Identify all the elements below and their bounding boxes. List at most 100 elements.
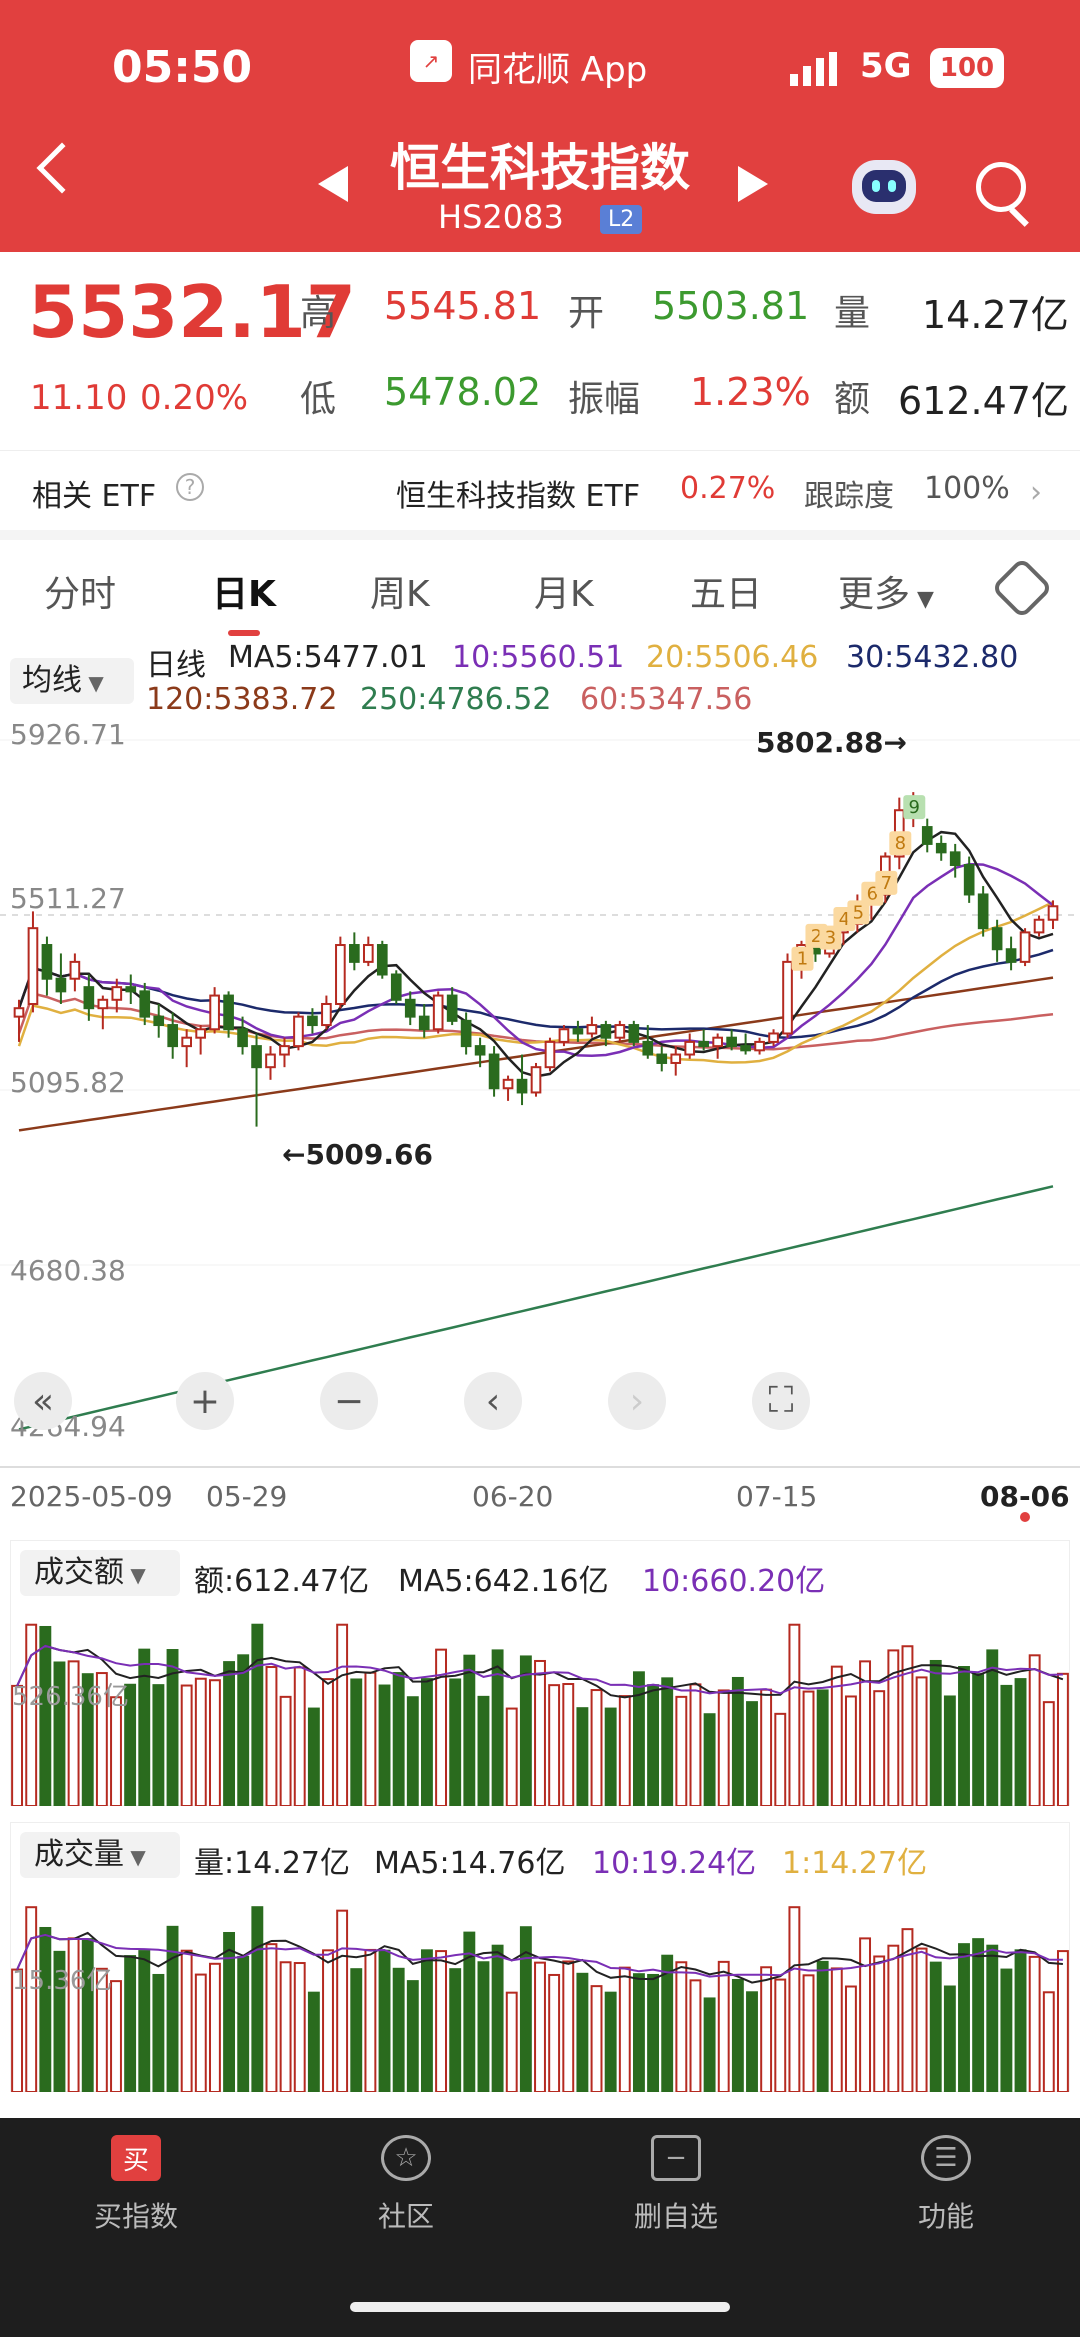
volume-bar	[307, 1707, 320, 1806]
candle-body	[670, 1053, 682, 1064]
volume-bar	[124, 1683, 137, 1806]
volume-bar	[958, 1943, 970, 2092]
ma20-value: 20:5506.46	[646, 640, 819, 675]
volume-bar	[943, 1985, 956, 2092]
zoom-out-button[interactable]: −	[320, 1372, 378, 1430]
volume-bar	[844, 1695, 857, 1806]
candle-body	[935, 842, 947, 854]
prev-index-button[interactable]	[318, 166, 348, 202]
volume-bar	[604, 1991, 617, 2092]
volume-ma10-line	[16, 1644, 1063, 1695]
candle-body	[586, 1024, 598, 1035]
nav-functions[interactable]: ☰ 功能	[856, 2135, 1036, 2235]
nav-remove-watchlist[interactable]: − 删自选	[586, 2135, 766, 2235]
back-button[interactable]	[36, 142, 88, 194]
volume-bar	[11, 1684, 24, 1806]
candle-body	[279, 1045, 290, 1056]
td-label: 4	[839, 909, 850, 930]
volume-bar	[364, 1948, 377, 2092]
amplitude-label: 振幅	[568, 379, 641, 420]
volume-bar	[746, 1991, 758, 2092]
tab-monthly[interactable]: 月K	[534, 574, 594, 615]
volume-selector[interactable]: 成交量 ▼	[20, 1832, 180, 1878]
td-label: 1	[797, 949, 808, 970]
search-icon[interactable]	[976, 162, 1026, 212]
ma30-line	[17, 948, 1054, 1039]
tab-intraday[interactable]: 分时	[44, 574, 117, 615]
robot-assistant-icon[interactable]	[852, 160, 916, 214]
volume-bar	[392, 1672, 405, 1806]
help-icon[interactable]: ?	[176, 473, 204, 501]
nav-community[interactable]: ☆ 社区	[316, 2135, 496, 2235]
zoom-in-button[interactable]: +	[176, 1372, 234, 1430]
volume-bar	[251, 1906, 264, 2092]
level2-badge: L2	[600, 205, 643, 234]
ma30-value: 30:5432.80	[846, 640, 1019, 675]
volume-bar	[590, 1985, 603, 2092]
volume-bar	[576, 1707, 589, 1806]
candle-body	[390, 973, 402, 1001]
next-index-button[interactable]	[738, 166, 768, 202]
volume-value: 14.27亿	[922, 293, 1069, 337]
candle-body	[237, 1028, 248, 1048]
volume-bar	[1000, 1684, 1013, 1806]
x-tick-3: 06-20	[472, 1480, 554, 1513]
td-label: 7	[881, 873, 892, 894]
amount-selector[interactable]: 成交额 ▼	[20, 1550, 180, 1596]
amount-ma10: 10:660.20亿	[642, 1564, 826, 1599]
scroll-right-button[interactable]: ›	[608, 1372, 666, 1430]
high-label: 高	[300, 293, 337, 334]
volume-bar	[802, 1974, 815, 2092]
volume-bar	[731, 1676, 744, 1806]
volume-bar	[958, 1666, 970, 1806]
tab-weekly[interactable]: 周K	[370, 574, 430, 615]
tab-daily[interactable]: 日K	[212, 574, 276, 615]
chevron-right-icon: ›	[1030, 475, 1042, 510]
tab-five-day[interactable]: 五日	[690, 574, 763, 615]
y-tick-3: 5095.82	[10, 1066, 126, 1099]
volume-bar	[689, 1979, 702, 2092]
volume-bar-chart[interactable]	[10, 1882, 1070, 2092]
volume-bar	[81, 1673, 94, 1806]
candle-body	[125, 986, 137, 993]
ma-selector[interactable]: 均线 ▼	[10, 658, 134, 704]
volume-bar	[322, 1678, 334, 1806]
volume-bar	[873, 1955, 886, 2092]
jump-start-button[interactable]: «	[14, 1372, 72, 1430]
volume-bar	[802, 1690, 815, 1806]
volume-bar	[534, 1961, 546, 2092]
fullscreen-button[interactable]: ⛶	[752, 1372, 810, 1430]
volume-bar	[406, 1696, 419, 1806]
volume-bar	[562, 1960, 575, 2092]
etf-row[interactable]: 相关 ETF ? 恒生科技指数 ETF 0.27% 跟踪度 100% ›	[0, 450, 1080, 530]
candle-body	[55, 977, 67, 993]
candle-body	[432, 994, 444, 1031]
scroll-left-button[interactable]: ‹	[464, 1372, 522, 1430]
home-indicator	[350, 2302, 730, 2312]
volume-bar	[1042, 1701, 1055, 1806]
td-label-box	[847, 900, 870, 925]
volume-bar	[265, 1943, 278, 2092]
settings-icon[interactable]	[990, 556, 1054, 620]
community-icon: ☆	[381, 2135, 431, 2181]
volume-bar	[194, 1973, 207, 2092]
volume-bar	[180, 1684, 193, 1806]
ma10-value: 10:5560.51	[452, 640, 625, 675]
volume-bar	[788, 1906, 801, 2092]
nav-buy-index[interactable]: 买买指数	[46, 2135, 226, 2235]
candle-body	[307, 1015, 318, 1027]
index-code: HS2083	[438, 198, 564, 236]
x-tick-start: 2025-05-09	[10, 1480, 173, 1513]
volume-bar	[39, 1625, 52, 1806]
etf-pct: 0.27%	[680, 471, 776, 506]
td-label-box	[791, 946, 814, 971]
volume-bar	[873, 1690, 886, 1806]
volume-bar	[915, 1947, 928, 2092]
candle-body	[418, 1015, 430, 1031]
amplitude-value: 1.23%	[690, 370, 811, 414]
td-label-box	[819, 925, 842, 950]
tab-more[interactable]: 更多 ▼	[838, 565, 934, 617]
amount-bar-chart[interactable]	[10, 1600, 1070, 1806]
buy-icon: 买	[111, 2135, 161, 2181]
